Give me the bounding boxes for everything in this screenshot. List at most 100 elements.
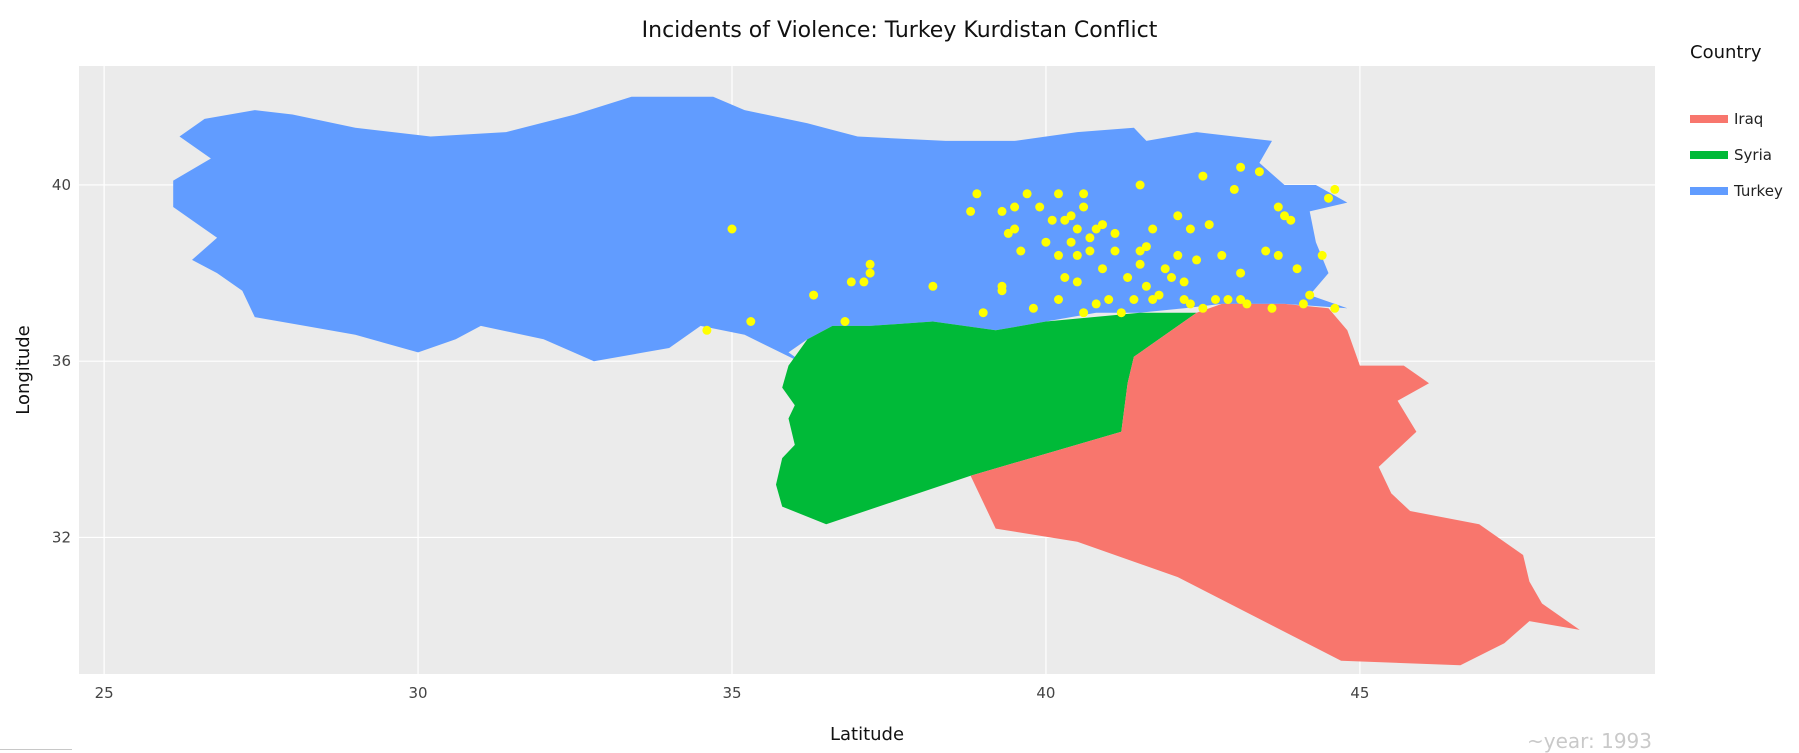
- incident-point: [928, 281, 938, 291]
- incident-point: [1104, 295, 1114, 304]
- incident-point: [1022, 189, 1032, 199]
- incident-point: [1085, 246, 1095, 256]
- incident-point: [1298, 299, 1308, 309]
- incident-point: [1242, 299, 1252, 309]
- legend-swatch-turkey: [1690, 187, 1728, 195]
- incident-point: [1003, 228, 1013, 238]
- incident-point: [1185, 224, 1195, 234]
- incident-point: [1167, 273, 1176, 282]
- incident-point: [1054, 250, 1063, 260]
- incident-point: [1072, 250, 1082, 260]
- incident-point: [1173, 211, 1183, 221]
- legend-swatch-iraq: [1690, 115, 1728, 123]
- incident-point: [1217, 250, 1227, 260]
- incident-point: [1267, 303, 1277, 313]
- incident-point: [1236, 295, 1246, 304]
- region-syria: [776, 312, 1197, 525]
- incident-point: [1324, 193, 1333, 203]
- incident-point: [1317, 250, 1327, 260]
- incident-point: [1141, 281, 1151, 291]
- legend: Country Iraq Syria Turkey: [1690, 42, 1783, 209]
- y-axis-title: Longitude: [13, 325, 34, 415]
- incident-point: [1330, 184, 1340, 194]
- incident-point: [1123, 273, 1133, 282]
- incident-point: [1179, 277, 1189, 287]
- incident-point: [1041, 237, 1051, 247]
- incident-point: [1085, 233, 1095, 243]
- incident-point: [1280, 211, 1289, 221]
- legend-label-turkey: Turkey: [1734, 182, 1783, 200]
- incident-point: [1173, 250, 1183, 260]
- incident-point: [1079, 202, 1089, 212]
- incident-point: [746, 317, 756, 326]
- incident-point: [1091, 224, 1101, 234]
- incident-point: [1148, 295, 1158, 304]
- incident-point: [1054, 189, 1063, 199]
- incident-point: [1072, 277, 1082, 287]
- incident-point: [1047, 215, 1057, 225]
- incident-point: [972, 189, 982, 199]
- incident-point: [1066, 237, 1076, 247]
- incident-point: [1098, 220, 1107, 230]
- x-tick-label: 30: [409, 684, 428, 702]
- incident-point: [1129, 295, 1139, 304]
- incident-point: [1204, 220, 1214, 230]
- incident-point: [1273, 250, 1283, 260]
- legend-item-iraq: Iraq: [1690, 101, 1783, 137]
- region-turkey: [173, 96, 1348, 366]
- x-tick-label: 25: [95, 684, 114, 702]
- slider-track[interactable]: [0, 749, 72, 750]
- incident-point: [1286, 215, 1296, 225]
- legend-item-syria: Syria: [1690, 137, 1783, 173]
- incident-point: [702, 325, 712, 335]
- y-tick-label: 36: [52, 352, 71, 370]
- incident-point: [1154, 290, 1164, 300]
- incident-point: [1198, 303, 1208, 313]
- incident-point: [1261, 246, 1271, 256]
- incident-point: [1010, 224, 1020, 234]
- legend-label-iraq: Iraq: [1734, 110, 1764, 128]
- incident-point: [846, 277, 856, 287]
- incident-point: [1098, 264, 1107, 274]
- incident-point: [809, 290, 819, 300]
- x-tick-label: 40: [1036, 684, 1055, 702]
- incident-point: [1223, 295, 1233, 304]
- incident-point: [865, 268, 875, 278]
- incident-point: [1079, 308, 1089, 318]
- incident-point: [1236, 162, 1246, 172]
- incident-point: [1060, 215, 1070, 225]
- incident-point: [997, 206, 1007, 216]
- incident-point: [1254, 167, 1264, 177]
- incident-point: [727, 224, 737, 234]
- incident-point: [1035, 202, 1045, 212]
- legend-label-syria: Syria: [1734, 146, 1772, 164]
- incident-point: [1054, 295, 1063, 304]
- incident-point: [1305, 290, 1315, 300]
- incident-point: [1110, 246, 1120, 256]
- incident-point: [1010, 202, 1020, 212]
- incident-point: [1273, 202, 1283, 212]
- x-axis-title: Latitude: [830, 724, 904, 745]
- incident-point: [966, 206, 976, 216]
- incident-point: [1066, 211, 1076, 221]
- y-tick-label: 40: [52, 176, 71, 194]
- incident-points: [702, 162, 1340, 335]
- frame-label: ~year: 1993: [1526, 729, 1652, 753]
- incident-point: [1179, 295, 1189, 304]
- incident-point: [1016, 246, 1026, 256]
- incident-point: [1135, 259, 1145, 269]
- incident-point: [997, 286, 1007, 296]
- incident-point: [1060, 273, 1070, 282]
- incident-point: [1198, 171, 1208, 181]
- x-tick-label: 45: [1350, 684, 1369, 702]
- incident-point: [840, 317, 850, 326]
- incident-point: [1091, 299, 1101, 309]
- incident-point: [1135, 180, 1145, 190]
- incident-point: [1116, 308, 1126, 318]
- incident-point: [978, 308, 988, 318]
- incident-point: [1160, 264, 1170, 274]
- incident-point: [865, 259, 875, 269]
- incident-point: [1072, 224, 1082, 234]
- legend-swatch-syria: [1690, 151, 1728, 159]
- incident-point: [1330, 303, 1340, 313]
